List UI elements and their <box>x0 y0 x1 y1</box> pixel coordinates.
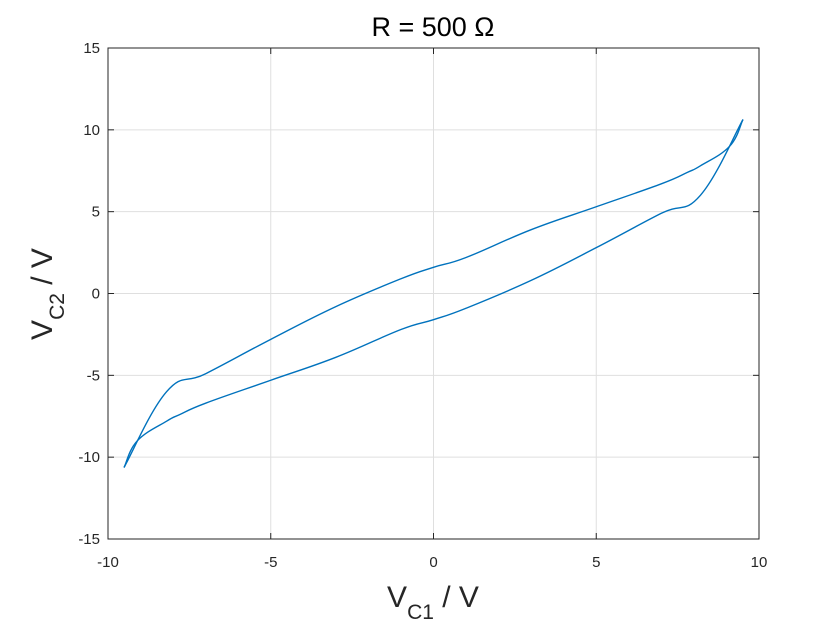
series-line-1 <box>123 119 744 468</box>
y-axis-label-suffix: / V <box>26 248 59 293</box>
x-tick-label: -10 <box>97 554 119 571</box>
x-axis-label: VC1 / V <box>387 581 479 624</box>
x-tick-label: 0 <box>429 554 437 571</box>
series-line-0 <box>123 119 744 468</box>
y-tick-label: 15 <box>83 40 100 57</box>
x-axis-label-suffix: / V <box>434 581 479 614</box>
y-tick-label: 10 <box>83 122 100 139</box>
x-axis-label-main: V <box>387 581 407 614</box>
y-axis-label: VC2 / V <box>26 248 69 340</box>
x-tick-label: 5 <box>592 554 600 571</box>
x-tick-label: -5 <box>264 554 277 571</box>
y-tick-label: -15 <box>78 531 100 548</box>
x-tick-label: 10 <box>751 554 768 571</box>
x-axis: -10 -5 0 5 10 <box>97 48 767 571</box>
y-tick-label: 0 <box>92 286 100 303</box>
y-tick-label: 5 <box>92 204 100 221</box>
x-axis-label-sub: C1 <box>407 601 434 624</box>
y-axis-label-main: V <box>26 320 59 340</box>
y-axis-label-sub: C2 <box>46 293 69 320</box>
y-tick-label: -10 <box>78 449 100 466</box>
y-tick-label: -5 <box>87 367 100 384</box>
curves <box>123 119 744 468</box>
grid <box>107 47 760 540</box>
y-axis: -15 -10 -5 0 5 10 15 <box>78 40 759 548</box>
chart-title: R = 500 Ω <box>371 12 494 42</box>
